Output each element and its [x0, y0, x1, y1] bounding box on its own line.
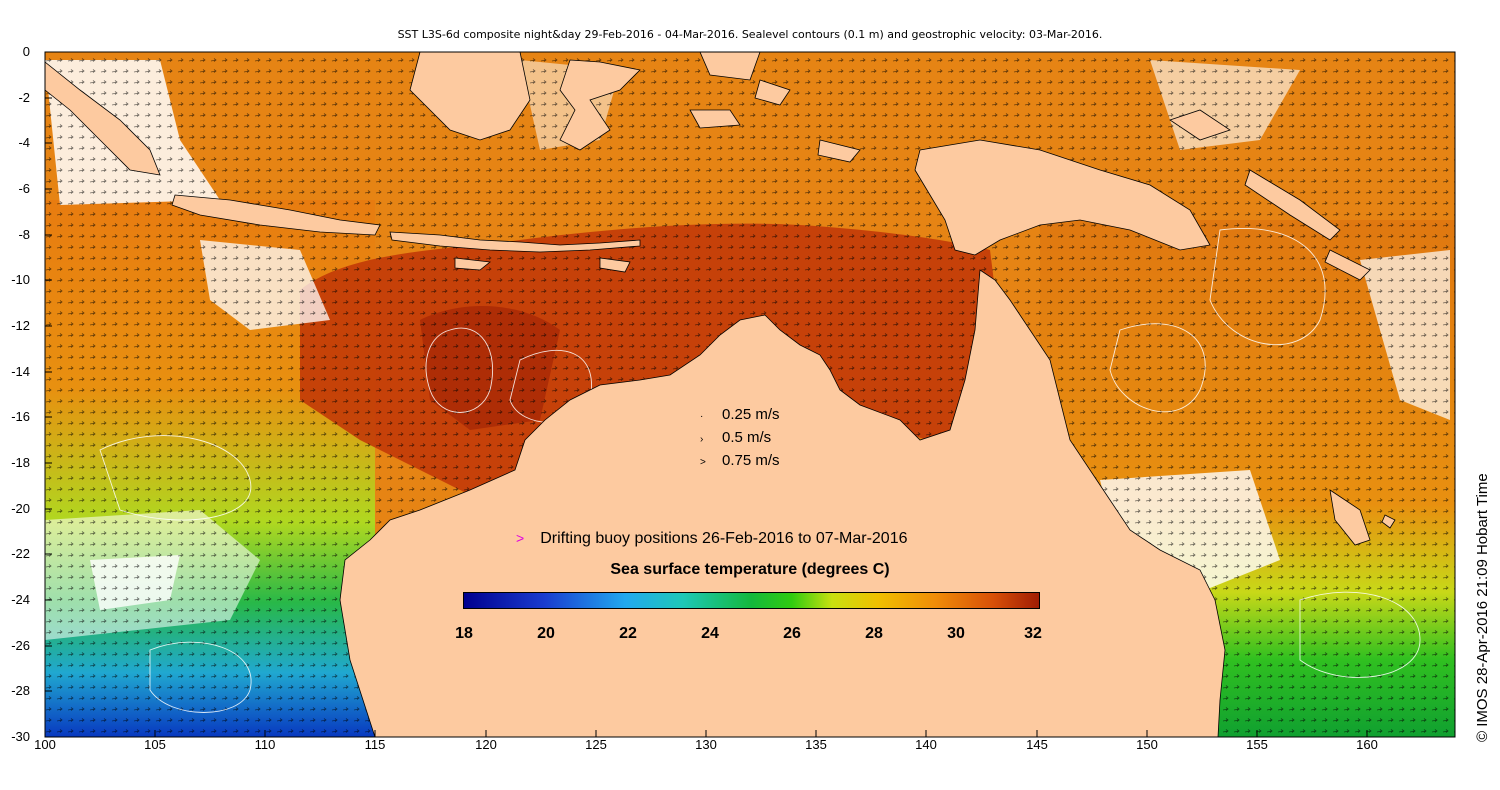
y-tick-label: -20	[11, 501, 30, 516]
sealevel-contours	[99, 228, 1421, 713]
x-tick-label: 135	[805, 737, 827, 752]
credit-text: © IMOS 28-Apr-2016 21:09 Hobart Time	[1474, 473, 1491, 742]
velocity-legend: · 0.25 m/s › 0.5 m/s >0.75 m/s	[700, 403, 780, 472]
y-tick-label: -10	[11, 272, 30, 287]
colorbar-tick: 30	[947, 625, 965, 642]
y-tick-label: -6	[18, 181, 30, 196]
y-tick-label: -28	[11, 683, 30, 698]
y-tick-label: -2	[18, 90, 30, 105]
velocity-legend-row: › 0.5 m/s	[700, 426, 780, 449]
map-title: SST L3S-6d composite night&day 29-Feb-20…	[397, 28, 1103, 41]
java	[171, 194, 381, 236]
buoy-legend-label: Drifting buoy positions 26-Feb-2016 to 0…	[540, 530, 908, 547]
velocity-legend-row: · 0.25 m/s	[700, 403, 780, 426]
y-tick-label: -18	[11, 455, 30, 470]
x-tick-label: 100	[34, 737, 56, 752]
sulawesi	[559, 59, 641, 151]
x-tick-label: 115	[364, 737, 386, 752]
colorbar-title: Sea surface temperature (degrees C)	[610, 561, 890, 578]
colorbar-tick: 32	[1024, 625, 1042, 642]
y-tick-label: -24	[11, 592, 30, 607]
sumatra	[45, 61, 161, 176]
velocity-legend-row: >0.75 m/s	[700, 449, 780, 472]
y-tick-label: -16	[11, 409, 30, 424]
x-tick-label: 160	[1356, 737, 1378, 752]
x-tick-label: 110	[254, 737, 276, 752]
australia	[339, 269, 1226, 737]
velocity-arrow-icon: ›	[700, 434, 704, 445]
x-tick-label: 125	[585, 737, 607, 752]
y-tick-label: -26	[11, 638, 30, 653]
colorbar-tick: 24	[701, 625, 719, 642]
x-tick-label: 150	[1136, 737, 1158, 752]
colorbar-tick: 18	[455, 625, 473, 642]
y-tick-label: -8	[18, 227, 30, 242]
borneo	[409, 52, 531, 141]
x-tick-label: 155	[1246, 737, 1268, 752]
plot-frame	[44, 51, 1456, 738]
velocity-arrow-icon: >	[700, 457, 706, 468]
new-guinea	[914, 139, 1211, 256]
axis-ticks	[44, 51, 1368, 738]
y-tick-label: 0	[22, 44, 30, 59]
x-tick-label: 130	[695, 737, 717, 752]
velocity-label: 0.25 m/s	[722, 406, 780, 423]
colorbar-tick: 28	[865, 625, 883, 642]
colorbar-tick: 20	[537, 625, 555, 642]
colorbar-tick: 26	[783, 625, 801, 642]
buoy-marker-icon: >	[516, 530, 525, 546]
y-tick-label: -30	[11, 729, 30, 744]
y-tick-label: -22	[11, 546, 30, 561]
colorbar-tick: 22	[619, 625, 637, 642]
velocity-arrow-icon: ·	[700, 411, 704, 422]
velocity-label: 0.5 m/s	[722, 429, 772, 446]
y-tick-label: -12	[11, 318, 30, 333]
y-tick-label: -14	[11, 364, 30, 379]
buoy-legend: > Drifting buoy positions 26-Feb-2016 to …	[516, 530, 908, 548]
velocity-label: 0.75 m/s	[722, 452, 780, 469]
y-tick-label: -4	[18, 135, 30, 150]
x-tick-label: 105	[144, 737, 166, 752]
x-tick-label: 145	[1026, 737, 1048, 752]
colorbar	[463, 592, 1040, 609]
x-tick-label: 140	[915, 737, 937, 752]
x-tick-label: 120	[475, 737, 497, 752]
land	[45, 52, 1396, 737]
